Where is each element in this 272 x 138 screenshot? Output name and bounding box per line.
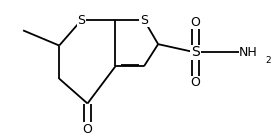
Text: O: O [83,123,92,136]
Text: O: O [191,16,200,29]
Text: S: S [191,45,200,59]
Text: O: O [191,76,200,89]
Text: S: S [140,14,148,26]
Text: NH: NH [239,46,258,59]
Text: 2: 2 [266,55,271,65]
Text: S: S [78,14,85,26]
